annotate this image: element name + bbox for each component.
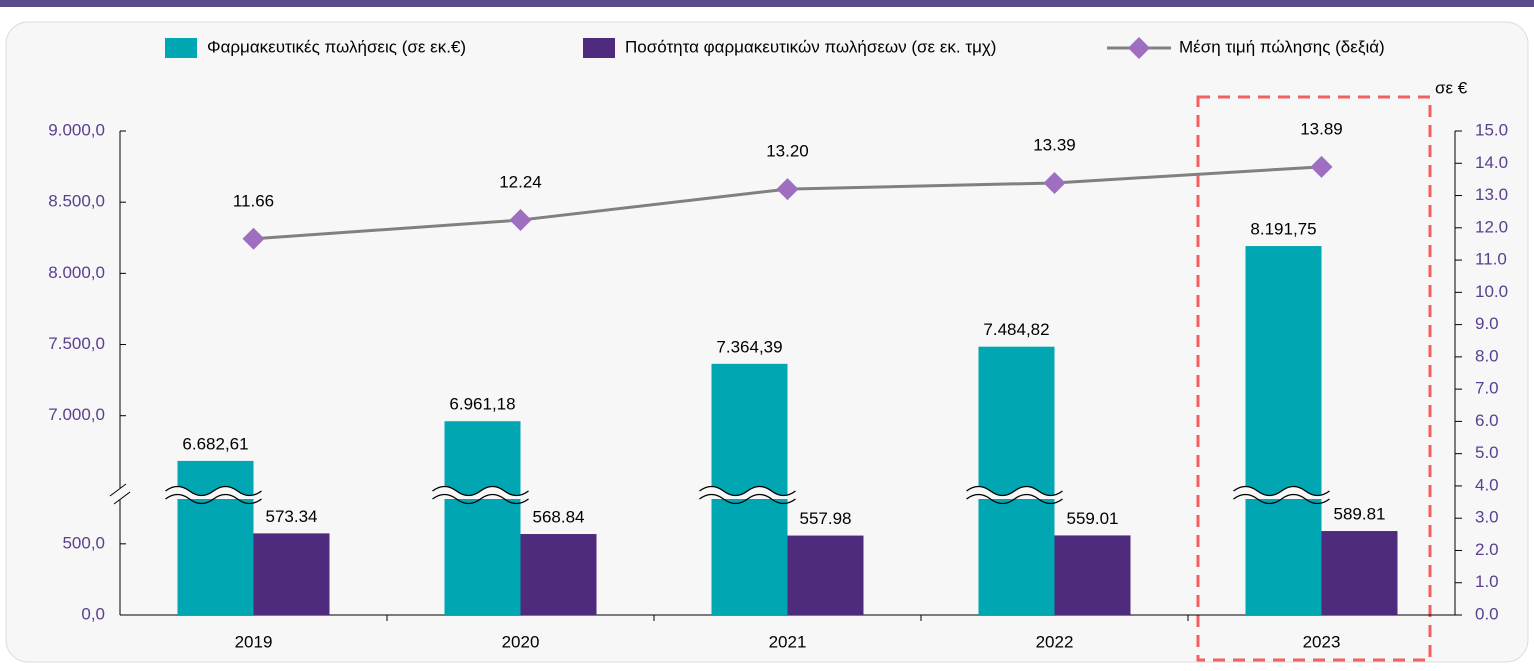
y-tick-label: 7.000,0: [48, 405, 105, 424]
bar: [978, 346, 1055, 615]
bar: [253, 533, 330, 615]
bar: [1245, 246, 1322, 615]
line-value-label: 13.20: [766, 142, 809, 161]
axis-break: [113, 491, 131, 505]
bar-break-line: [966, 485, 1063, 497]
x-tick-label: 2023: [1303, 632, 1341, 651]
line-value-label: 11.66: [233, 191, 274, 210]
bar-value-label: 559.01: [1067, 509, 1119, 528]
bar: [444, 421, 521, 615]
bar-value-label: 589.81: [1334, 505, 1386, 524]
y-tick-label: 8.500,0: [48, 192, 105, 211]
bar: [520, 534, 597, 615]
y2-tick-label: 5.0: [1475, 443, 1499, 462]
axis-break-gap: [112, 488, 128, 500]
line-marker: [509, 209, 532, 232]
y-tick-label: 8.000,0: [48, 263, 105, 282]
line-marker: [1043, 171, 1066, 194]
y2-tick-label: 8.0: [1475, 346, 1499, 365]
bar-value-label: 8.191,75: [1250, 220, 1316, 239]
bar-break-line: [432, 485, 529, 497]
card: [5, 21, 1529, 663]
legend-label: Φαρμακευτικές πωλήσεις (σε εκ.€): [207, 37, 466, 56]
bar: [787, 535, 864, 615]
bar-value-label: 7.364,39: [716, 337, 782, 356]
bar-value-label: 557.98: [800, 509, 852, 528]
line-value-label: 13.39: [1033, 135, 1076, 154]
axis-break: [109, 483, 127, 497]
y-tick-label: 9.000,0: [48, 120, 105, 139]
bar: [1321, 531, 1398, 615]
legend-label: Ποσότητα φαρμακευτικών πωλήσεων (σε εκ. …: [625, 37, 996, 56]
bar-break-line: [966, 493, 1063, 505]
bar-value-label: 6.682,61: [182, 434, 248, 453]
y2-tick-label: 7.0: [1475, 379, 1499, 398]
y2-tick-label: 1.0: [1475, 572, 1499, 591]
bar-break-line: [1233, 493, 1330, 505]
x-tick-label: 2020: [502, 632, 540, 651]
bar-value-label: 573.34: [266, 507, 318, 526]
y2-tick-label: 11.0: [1475, 250, 1507, 269]
legend-swatch: [583, 38, 615, 58]
y2-tick-label: 15.0: [1475, 120, 1508, 139]
x-tick-label: 2022: [1036, 632, 1074, 651]
y2-axis-label: σε €: [1435, 78, 1468, 97]
y2-tick-label: 2.0: [1475, 540, 1499, 559]
line-marker: [242, 227, 265, 250]
bar-break-fill: [165, 486, 262, 499]
top-bar: [0, 0, 1534, 7]
legend-marker: [1128, 37, 1150, 59]
y2-tick-label: 14.0: [1475, 153, 1508, 172]
y2-tick-label: 12.0: [1475, 217, 1508, 236]
bar-value-label: 6.961,18: [449, 395, 515, 414]
x-tick-label: 2019: [235, 632, 273, 651]
bar-break-line: [165, 485, 262, 497]
y-tick-label: 7.500,0: [48, 334, 105, 353]
line-marker: [776, 178, 799, 201]
y2-tick-label: 0.0: [1475, 604, 1499, 623]
bar-value-label: 568.84: [533, 508, 585, 527]
legend-label: Μέση τιμή πώλησης (δεξιά): [1179, 37, 1385, 56]
y-tick-label: 0,0: [81, 604, 105, 623]
y2-tick-label: 10.0: [1475, 282, 1508, 301]
bar-break-fill: [1233, 486, 1330, 499]
bar-break-fill: [432, 486, 529, 499]
line-value-label: 12.24: [499, 173, 542, 192]
y-tick-label: 500,0: [62, 533, 105, 552]
bar: [177, 460, 254, 615]
legend-swatch: [165, 38, 197, 58]
y2-tick-label: 3.0: [1475, 508, 1499, 527]
bar-break-line: [699, 485, 796, 497]
bar-break-line: [432, 493, 529, 505]
y2-tick-label: 4.0: [1475, 475, 1499, 494]
x-tick-label: 2021: [769, 632, 807, 651]
bar-break-line: [699, 493, 796, 505]
bar-break-fill: [966, 486, 1063, 499]
bar-break-fill: [699, 486, 796, 499]
line-value-label: 13.89: [1300, 119, 1343, 138]
bar-value-label: 7.484,82: [983, 320, 1049, 339]
bar: [1054, 535, 1131, 615]
y2-tick-label: 13.0: [1475, 185, 1508, 204]
bar-break-line: [1233, 485, 1330, 497]
line-marker: [1310, 155, 1333, 178]
highlight-box: [1196, 95, 1432, 662]
y2-tick-label: 9.0: [1475, 314, 1499, 333]
y2-tick-label: 6.0: [1475, 411, 1499, 430]
bar-break-line: [165, 493, 262, 505]
